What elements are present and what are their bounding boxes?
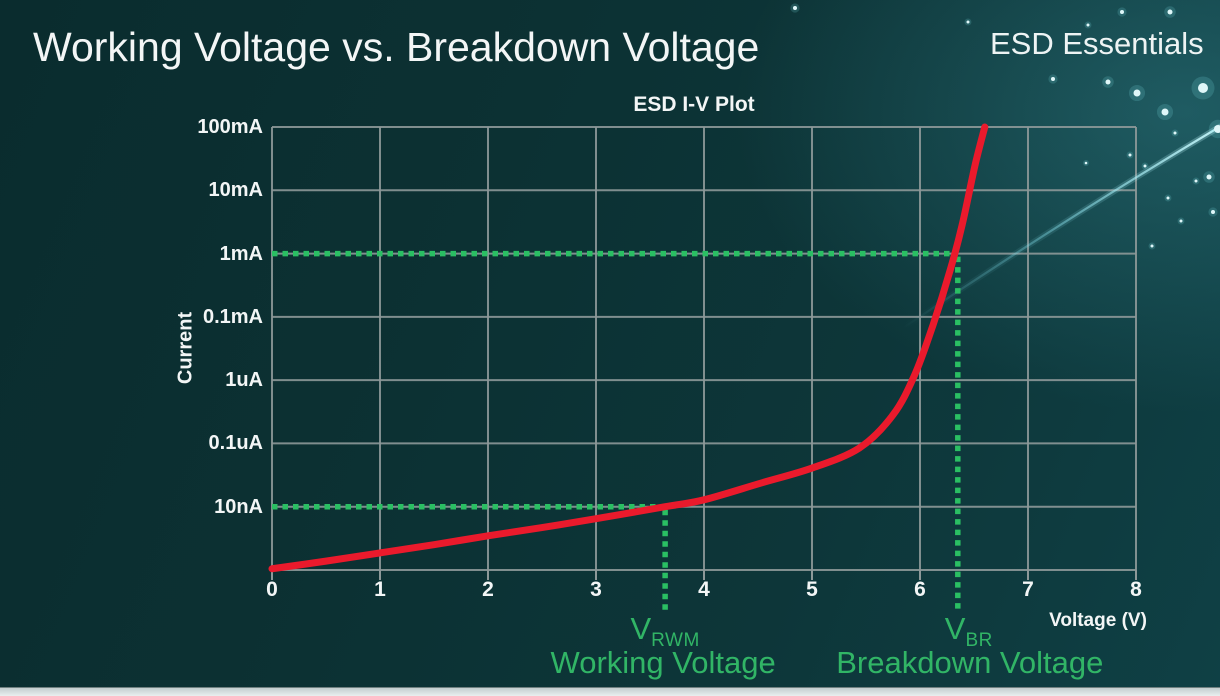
grid-lines xyxy=(271,126,1137,571)
vbr-label: VBR xyxy=(945,611,993,652)
vbr-subscript: BR xyxy=(965,630,993,651)
background-particles xyxy=(790,3,1220,250)
y-tick-label: 1uA xyxy=(225,369,263,392)
light-streak xyxy=(901,123,1220,331)
iv-curve xyxy=(268,123,989,573)
vbr-symbol: V xyxy=(944,611,966,646)
bottom-edge-bar xyxy=(0,687,1220,696)
y-tick-label: 10nA xyxy=(214,495,263,518)
working-voltage-caption: Working Voltage xyxy=(550,645,776,680)
vrwm-symbol: V xyxy=(630,611,652,646)
x-tick-label: 7 xyxy=(1022,578,1034,601)
y-tick-label: 10mA xyxy=(208,179,263,202)
vrwm-subscript: RWM xyxy=(651,630,700,651)
y-tick-label: 0.1uA xyxy=(208,432,263,455)
x-tick-label: 3 xyxy=(590,578,602,601)
x-tick-label: 0 xyxy=(266,578,278,601)
x-tick-label: 6 xyxy=(914,578,926,601)
x-axis-title: Voltage (V) xyxy=(1049,610,1147,631)
x-tick-label: 1 xyxy=(374,578,386,601)
x-tick-label: 2 xyxy=(482,578,494,601)
chart-title: ESD I-V Plot xyxy=(633,93,755,116)
x-tick-label: 4 xyxy=(698,578,710,601)
breakdown-voltage-caption: Breakdown Voltage xyxy=(836,645,1104,680)
y-tick-label: 1mA xyxy=(219,242,263,265)
page-title: Working Voltage vs. Breakdown Voltage xyxy=(33,24,760,70)
threshold-guides xyxy=(272,250,961,612)
y-tick-label: 0.1mA xyxy=(202,305,263,328)
x-tick-label: 8 xyxy=(1130,578,1142,601)
x-axis-ticks xyxy=(271,570,1137,580)
x-tick-label: 5 xyxy=(806,578,818,601)
y-tick-label: 100mA xyxy=(197,116,263,138)
vrwm-label: VRWM xyxy=(630,611,699,652)
brand-label: ESD Essentials xyxy=(990,26,1204,61)
